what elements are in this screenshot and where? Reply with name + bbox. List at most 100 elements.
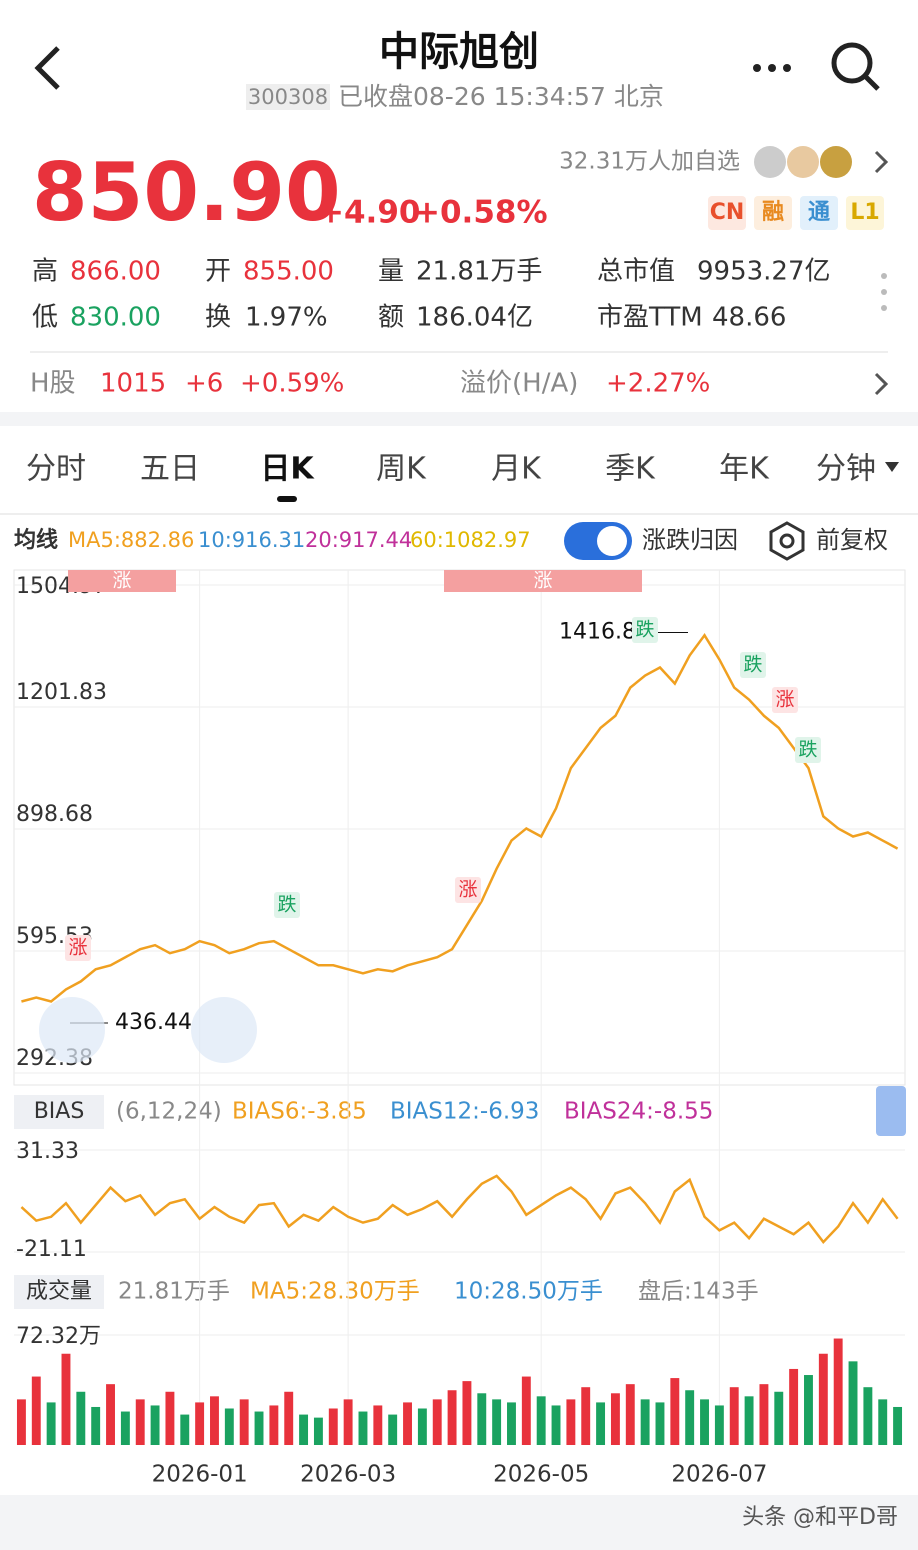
stat-label: 开 [205,257,231,287]
signal-bar [444,570,642,592]
signal: 跌 [798,739,817,761]
tab[interactable]: 月K [491,452,542,487]
signal-bg [740,652,766,678]
stat-value: 830.00 [70,303,161,333]
bar [106,1384,115,1445]
bar [878,1399,888,1445]
bar [224,1408,234,1445]
x-tick-label: 2026-01 [152,1462,248,1488]
stat-value: 21.81万手 [416,257,542,287]
stat-value: 1.97% [245,303,328,333]
status: 已收盘08-26 15:34:57 北京 [338,82,664,111]
y-tick-label: 1201.83 [16,680,107,705]
search-button[interactable] [831,42,880,91]
stat-label: 量 [378,257,404,287]
tab[interactable]: 分钟 [816,452,876,487]
bar [31,1376,41,1445]
vol-label-bg [14,1275,104,1309]
stat-label: 高 [32,257,58,287]
badge-bg [846,196,884,230]
hshare-pct: +0.59% [240,369,344,399]
price: 850.90 [32,146,341,239]
code: 300308 [248,85,328,109]
badge: L1 [850,200,879,225]
bar [180,1414,190,1445]
badge: 融 [762,200,784,225]
bar [863,1387,873,1445]
watermark: 头条 @和平D哥 [742,1505,898,1530]
bias-title: BIAS [34,1099,85,1124]
tab[interactable]: 日K [260,452,315,487]
bar [893,1406,903,1445]
side-tab[interactable] [876,1086,906,1136]
avatars [754,146,852,178]
badge-bg [754,196,792,230]
tab[interactable]: 年K [719,452,770,487]
ma20: 20:917.44 [305,528,412,552]
bar [195,1402,205,1445]
stat-value: 855.00 [243,257,334,287]
bar [507,1402,516,1445]
bar [61,1353,71,1445]
bias-label-bg [14,1095,104,1129]
tab-indicator [277,496,297,502]
bar [432,1399,442,1445]
separator [0,412,918,426]
title: 中际旭创 [379,29,539,75]
bar [744,1396,754,1445]
back-button[interactable] [34,46,60,90]
chevron[interactable] [874,150,889,174]
y-tick-label: 898.68 [16,802,93,827]
adjust-icon[interactable] [769,521,805,561]
legend: BIAS12:-6.93 [390,1099,539,1125]
stat-label: 总市值 [597,257,675,287]
bar [284,1391,294,1445]
bar [210,1396,219,1445]
zoom-button[interactable] [191,997,257,1063]
stat-value: 9953.27亿 [697,257,831,287]
legend: BIAS6:-3.85 [232,1099,367,1125]
bar [492,1399,502,1445]
signal-bg [632,617,658,643]
bar [239,1399,249,1445]
bar [358,1411,368,1445]
signal: 涨 [533,570,552,592]
bar [313,1417,323,1445]
bar [254,1411,264,1445]
bar [655,1402,665,1445]
bar [566,1399,576,1445]
bar [804,1375,813,1445]
expand-button[interactable] [39,997,105,1063]
toggle[interactable] [564,522,632,560]
tab[interactable]: 分时 [26,452,86,487]
bar [625,1384,635,1445]
stat-label: 低 [32,303,58,333]
dots [881,273,887,311]
adjust-label[interactable]: 前复权 [816,526,888,554]
change-pct: +0.58% [414,195,548,231]
y-tick-label: 31.33 [16,1139,79,1164]
bar [328,1408,338,1445]
more-button[interactable] [753,64,791,72]
y-tick-label: 72.32万 [16,1324,101,1349]
premium-label: 溢价(H/A) [460,369,578,399]
toggle-label[interactable]: 涨跌归因 [642,526,738,554]
badge-bg [708,196,746,230]
bar [120,1411,130,1445]
x-tick-label: 2026-07 [671,1462,767,1488]
chevron[interactable] [874,372,889,396]
bar [417,1408,427,1445]
signal: 跌 [277,894,296,916]
signal-bg [795,737,821,763]
bias-params: (6,12,24) [116,1099,222,1125]
bar [462,1381,472,1445]
bar [551,1405,561,1445]
bar [477,1393,487,1445]
bar [91,1406,101,1445]
followers[interactable]: 32.31万人加自选 [559,149,740,175]
bar [16,1399,26,1445]
tab[interactable]: 五日 [140,452,200,487]
tab[interactable]: 周K [376,452,427,487]
signal: 涨 [458,879,477,901]
tab[interactable]: 季K [605,452,656,487]
